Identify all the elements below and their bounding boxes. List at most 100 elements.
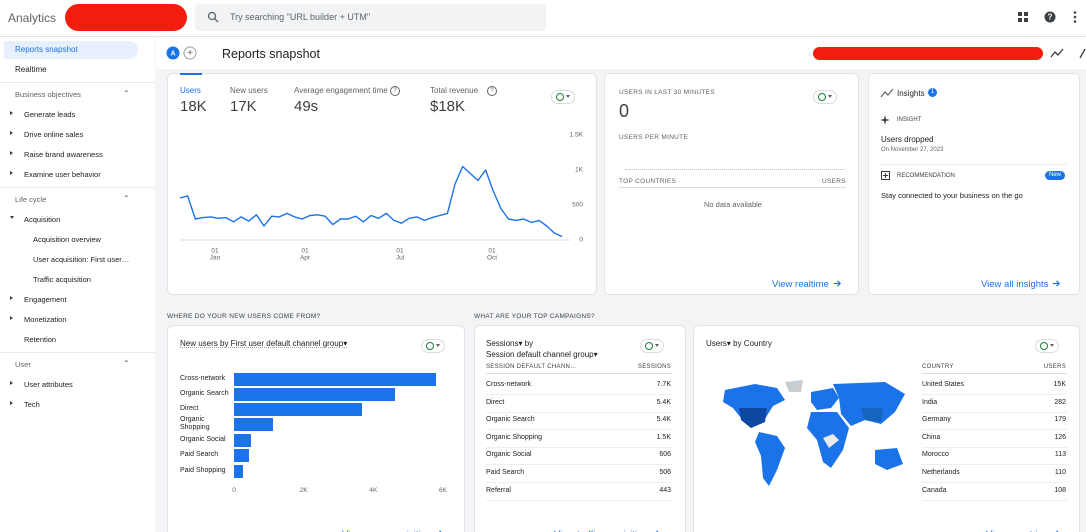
svg-text:A: A bbox=[170, 50, 175, 57]
divider bbox=[0, 82, 155, 83]
row-value: 126 bbox=[1054, 433, 1066, 441]
insights-card bbox=[868, 73, 1080, 295]
empty-state: No data available bbox=[704, 200, 762, 209]
metric-label: Users bbox=[180, 86, 201, 95]
divider bbox=[0, 352, 155, 353]
nav-group[interactable]: Business objectives bbox=[15, 90, 81, 99]
sparkle-icon bbox=[880, 115, 890, 125]
help-icon: ? bbox=[487, 86, 497, 96]
column-header: SESSIONS bbox=[637, 364, 671, 370]
bar bbox=[234, 434, 252, 447]
link[interactable]: View all insights bbox=[981, 274, 1061, 292]
card-title: New users by First user default channel … bbox=[180, 339, 348, 348]
caret bbox=[10, 111, 13, 115]
category-label: Paid Search bbox=[180, 451, 219, 458]
card-label: USERS PER MINUTE bbox=[619, 134, 689, 141]
chevron: ⌃ bbox=[123, 89, 130, 98]
nav-item[interactable]: Acquisition bbox=[24, 215, 61, 224]
row-value: 506 bbox=[659, 469, 671, 476]
row-divider bbox=[922, 429, 1067, 431]
nav-item[interactable]: Engagement bbox=[24, 295, 67, 304]
category-label: Paid Shopping bbox=[180, 467, 226, 474]
metric-label: Average engagement time bbox=[294, 86, 388, 95]
caret bbox=[10, 171, 13, 175]
recommendation-icon bbox=[881, 171, 890, 180]
caret bbox=[10, 296, 13, 300]
nav-item[interactable]: Drive online sales bbox=[24, 130, 84, 139]
countries-card bbox=[693, 325, 1080, 532]
link-text[interactable]: View realtime bbox=[772, 279, 829, 290]
column-header: COUNTRY bbox=[922, 364, 954, 370]
bar bbox=[234, 418, 273, 431]
bar bbox=[234, 449, 249, 462]
nav-item[interactable]: Monetization bbox=[24, 315, 67, 324]
row-value: 179 bbox=[1054, 416, 1066, 424]
sparkline-placeholder bbox=[625, 169, 845, 170]
nav-item[interactable]: Reports snapshot bbox=[15, 45, 78, 54]
nav-subitem[interactable]: Acquisition overview bbox=[33, 235, 101, 244]
category-label: Organic Social bbox=[180, 436, 226, 443]
recommendation: Stay connected to your business on the g… bbox=[881, 191, 1023, 200]
metric-label: Total revenue bbox=[430, 86, 479, 95]
nav-item[interactable]: Raise brand awareness bbox=[24, 150, 103, 159]
top-icons[interactable]: ? bbox=[1018, 10, 1082, 26]
link-text[interactable]: View countries bbox=[986, 529, 1048, 532]
status-chip[interactable] bbox=[640, 339, 664, 353]
divider bbox=[619, 187, 846, 188]
bar bbox=[234, 373, 437, 386]
section-title: WHAT ARE YOUR TOP CAMPAIGNS? bbox=[474, 313, 595, 320]
nav-item[interactable]: User attributes bbox=[24, 380, 73, 389]
x-tick-label: 4K bbox=[369, 487, 378, 494]
search-icon bbox=[207, 11, 219, 23]
header-icons[interactable] bbox=[1050, 46, 1086, 60]
column-header: USERS bbox=[822, 178, 846, 185]
nav-subitem[interactable]: Traffic acquisition bbox=[33, 275, 91, 284]
link[interactable]: View countries bbox=[986, 524, 1061, 532]
bar bbox=[234, 388, 395, 401]
new-users-card bbox=[167, 325, 465, 532]
nav-item[interactable]: Realtime bbox=[15, 65, 47, 74]
column-header: SESSION DEFAULT CHANN… bbox=[486, 364, 577, 370]
status-chip[interactable] bbox=[1035, 339, 1059, 353]
nav-item[interactable]: Examine user behavior bbox=[24, 170, 101, 179]
card-label: USERS IN LAST 30 MINUTES bbox=[619, 89, 715, 96]
divider bbox=[922, 373, 1067, 374]
bar bbox=[234, 403, 362, 416]
status-chip[interactable] bbox=[813, 90, 837, 104]
nav-subitem[interactable]: User acquisition: First user… bbox=[33, 255, 130, 264]
nav-item[interactable]: Retention bbox=[24, 335, 57, 344]
link[interactable]: View traffic acquisition bbox=[554, 524, 661, 532]
status-chip[interactable] bbox=[421, 339, 445, 353]
metric-value: $18K bbox=[430, 98, 466, 115]
nav-item[interactable]: Tech bbox=[24, 400, 40, 409]
divider bbox=[0, 187, 155, 188]
link[interactable]: View user acquisition bbox=[342, 524, 444, 532]
status-chip[interactable] bbox=[551, 90, 575, 104]
link[interactable]: View realtime bbox=[772, 274, 842, 292]
link-text[interactable]: View user acquisition bbox=[342, 529, 431, 532]
nav-group[interactable]: User bbox=[15, 360, 31, 369]
caret bbox=[10, 381, 13, 385]
row-value: 5.4K bbox=[656, 416, 671, 424]
row-divider bbox=[922, 446, 1067, 448]
nav-item[interactable]: Generate leads bbox=[24, 110, 76, 119]
nav-group[interactable]: Life cycle bbox=[15, 195, 47, 204]
row-value: 606 bbox=[659, 451, 671, 459]
redaction bbox=[65, 4, 187, 31]
tag: INSIGHT bbox=[897, 117, 922, 123]
category-label: Direct bbox=[180, 405, 199, 412]
x-tick-label: 6K bbox=[439, 487, 447, 494]
row-value: 113 bbox=[1054, 451, 1066, 459]
world-map bbox=[723, 380, 905, 486]
link-text[interactable]: View traffic acquisition bbox=[554, 529, 648, 532]
chevron: ⌃ bbox=[123, 194, 130, 203]
row-label: Referral bbox=[486, 486, 511, 494]
search-box[interactable] bbox=[195, 4, 546, 31]
link-text[interactable]: View all insights bbox=[981, 279, 1049, 290]
comparison-icons[interactable]: A + bbox=[165, 45, 199, 61]
category-label: Organic Search bbox=[180, 390, 229, 397]
row-value: 443 bbox=[659, 486, 671, 494]
realtime-value: 0 bbox=[619, 101, 630, 121]
card-title: Users▾ by Country bbox=[706, 339, 772, 348]
